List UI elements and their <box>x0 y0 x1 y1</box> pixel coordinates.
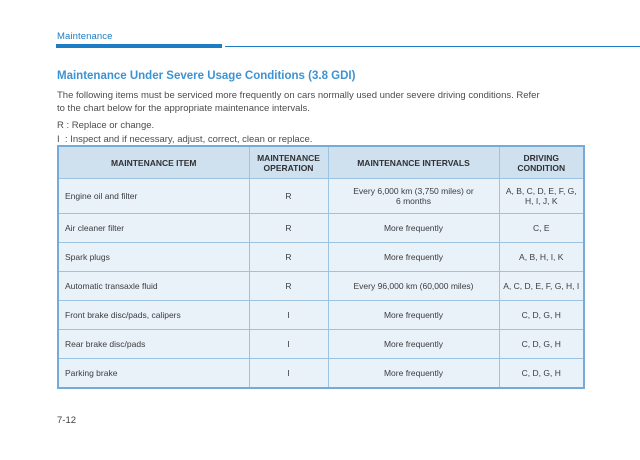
cell-driving-condition: C, E <box>498 213 585 243</box>
cell-interval: More frequently <box>327 213 500 243</box>
cell-maintenance-item: Automatic transaxle fluid <box>57 271 250 301</box>
cell-interval: More frequently <box>327 358 500 389</box>
page-number: 7-12 <box>57 415 77 426</box>
cell-maintenance-item: Engine oil and filter <box>57 178 250 214</box>
column-header-driving-condition: DRIVING CONDITION <box>498 145 585 179</box>
running-header-rule <box>225 46 640 47</box>
table-row: Spark plugs R More frequently A, B, H, I… <box>57 242 585 272</box>
cell-driving-condition: C, D, G, H <box>498 300 585 330</box>
table-row: Automatic transaxle fluid R Every 96,000… <box>57 271 585 301</box>
legend-inspect: I : Inspect and if necessary, adjust, co… <box>57 134 313 145</box>
cell-maintenance-item: Front brake disc/pads, calipers <box>57 300 250 330</box>
legend-replace: R : Replace or change. <box>57 120 155 131</box>
table-row: Rear brake disc/pads I More frequently C… <box>57 329 585 359</box>
cell-interval: More frequently <box>327 329 500 359</box>
running-header-bar <box>56 44 222 48</box>
maintenance-table: MAINTENANCE ITEM MAINTENANCE OPERATION M… <box>57 145 585 389</box>
table-row: Parking brake I More frequently C, D, G,… <box>57 358 585 389</box>
cell-maintenance-item: Spark plugs <box>57 242 250 272</box>
cell-interval: Every 96,000 km (60,000 miles) <box>327 271 500 301</box>
cell-maintenance-item: Air cleaner filter <box>57 213 250 243</box>
column-header-maintenance-operation: MAINTENANCE OPERATION <box>248 145 329 179</box>
running-header-label: Maintenance <box>57 31 113 42</box>
cell-driving-condition: A, C, D, E, F, G, H, I <box>498 271 585 301</box>
cell-maintenance-item: Parking brake <box>57 358 250 389</box>
column-header-maintenance-item: MAINTENANCE ITEM <box>57 145 250 179</box>
cell-driving-condition: C, D, G, H <box>498 329 585 359</box>
table-row: Engine oil and filter R Every 6,000 km (… <box>57 178 585 214</box>
column-header-maintenance-intervals: MAINTENANCE INTERVALS <box>327 145 500 179</box>
cell-operation: R <box>248 213 329 243</box>
cell-operation: I <box>248 329 329 359</box>
cell-interval: Every 6,000 km (3,750 miles) or 6 months <box>327 178 500 214</box>
cell-operation: I <box>248 358 329 389</box>
intro-line: to the chart below for the appropriate m… <box>57 103 310 114</box>
cell-operation: I <box>248 300 329 330</box>
table-header-row: MAINTENANCE ITEM MAINTENANCE OPERATION M… <box>57 145 585 179</box>
cell-operation: R <box>248 271 329 301</box>
cell-driving-condition: C, D, G, H <box>498 358 585 389</box>
cell-driving-condition: A, B, C, D, E, F, G, H, I, J, K <box>498 178 585 214</box>
cell-maintenance-item: Rear brake disc/pads <box>57 329 250 359</box>
intro-line: The following items must be serviced mor… <box>57 90 540 101</box>
cell-interval: More frequently <box>327 300 500 330</box>
section-body: The following items must be serviced mor… <box>57 89 602 146</box>
table-row: Front brake disc/pads, calipers I More f… <box>57 300 585 330</box>
table-row: Air cleaner filter R More frequently C, … <box>57 213 585 243</box>
cell-interval: More frequently <box>327 242 500 272</box>
cell-operation: R <box>248 178 329 214</box>
cell-operation: R <box>248 242 329 272</box>
section-title: Maintenance Under Severe Usage Condition… <box>57 70 356 82</box>
cell-driving-condition: A, B, H, I, K <box>498 242 585 272</box>
